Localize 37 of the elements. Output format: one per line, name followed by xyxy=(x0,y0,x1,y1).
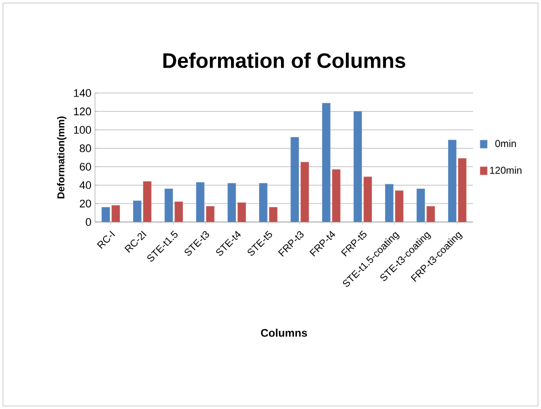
bar xyxy=(112,205,120,222)
y-axis-title: Deformation(mm) xyxy=(57,116,66,198)
bar xyxy=(448,140,456,222)
bar xyxy=(238,202,246,222)
bar xyxy=(206,206,214,222)
legend-label: 120min xyxy=(490,166,522,174)
bar xyxy=(269,207,278,222)
y-tick-label: 80 xyxy=(80,144,92,152)
bar xyxy=(385,184,394,222)
bar xyxy=(143,181,152,222)
bar xyxy=(354,111,362,222)
y-tick-label: 0 xyxy=(86,218,92,226)
y-tick-label: 60 xyxy=(80,162,92,171)
bar xyxy=(300,162,309,222)
y-tick-label: 20 xyxy=(80,200,92,208)
bar xyxy=(416,188,425,222)
y-tick-label: 40 xyxy=(80,181,92,190)
y-tick-label: 140 xyxy=(74,89,92,97)
bar xyxy=(395,190,404,222)
bar xyxy=(426,206,435,222)
bar xyxy=(164,188,173,222)
bar xyxy=(290,137,299,222)
bar xyxy=(322,102,330,222)
y-tick-label: 100 xyxy=(74,126,92,134)
x-axis-title: Columns xyxy=(261,328,307,337)
bar xyxy=(196,182,204,222)
y-tick-label: 120 xyxy=(74,108,92,116)
bar xyxy=(332,169,340,222)
bar xyxy=(364,176,372,222)
bar xyxy=(228,183,236,222)
chart-title: Deformation of Columns xyxy=(163,52,406,68)
bar xyxy=(458,158,466,222)
bar xyxy=(133,200,142,222)
bar xyxy=(174,202,183,222)
legend-label: 0min xyxy=(495,140,516,148)
bar xyxy=(102,207,110,222)
bar xyxy=(259,183,268,222)
